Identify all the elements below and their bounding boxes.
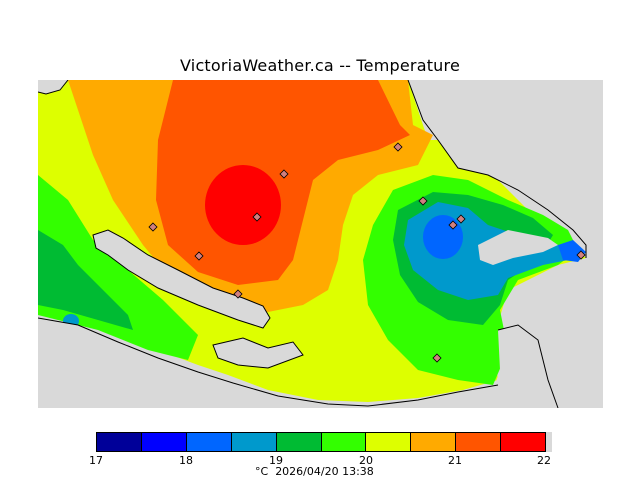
- coastline: [38, 80, 587, 408]
- legend-tick-18: 18: [179, 454, 193, 467]
- water-inlet-north: [38, 80, 68, 94]
- legend-shadow: [546, 432, 552, 452]
- legend-tick-17: 17: [89, 454, 103, 467]
- station-markers: [148, 142, 586, 363]
- page-title: VictoriaWeather.ca -- Temperature: [180, 56, 460, 75]
- legend-tick-19: 19: [269, 454, 283, 467]
- unit-label: °C: [255, 465, 269, 478]
- station-marker[interactable]: [279, 169, 289, 179]
- water-northeast: [408, 80, 603, 408]
- station-marker[interactable]: [393, 142, 403, 152]
- temperature-zone-22-core: [205, 165, 281, 245]
- legend-swatch: [501, 433, 546, 451]
- legend-swatch: [411, 433, 457, 451]
- station-marker[interactable]: [456, 214, 466, 224]
- station-marker[interactable]: [432, 353, 442, 363]
- legend-swatch: [231, 433, 277, 451]
- legend-swatch: [456, 433, 502, 451]
- water-inlet-west: [93, 230, 270, 328]
- temperature-zone-west-darkgreen: [38, 230, 133, 330]
- temperature-map: [38, 80, 603, 408]
- footer-timestamp: °C 2026/04/20 13:38: [255, 465, 374, 478]
- color-legend: [96, 432, 546, 452]
- legend-swatch: [97, 433, 142, 451]
- station-marker[interactable]: [194, 251, 204, 261]
- legend-tick-21: 21: [448, 454, 462, 467]
- station-marker[interactable]: [252, 212, 262, 222]
- legend-swatch: [366, 433, 412, 451]
- station-marker[interactable]: [448, 220, 458, 230]
- legend-tick-20: 20: [359, 454, 373, 467]
- station-marker[interactable]: [233, 289, 243, 299]
- legend-swatch: [186, 433, 232, 451]
- legend-swatch: [276, 433, 322, 451]
- station-marker[interactable]: [148, 222, 158, 232]
- water-southeast: [493, 325, 558, 408]
- station-marker[interactable]: [576, 250, 586, 260]
- legend-swatch: [321, 433, 367, 451]
- station-marker[interactable]: [418, 196, 428, 206]
- temperature-zone-east-blue: [423, 215, 463, 259]
- legend-swatch: [141, 433, 187, 451]
- water-south-sea: [38, 318, 508, 408]
- legend-tick-22: 22: [537, 454, 551, 467]
- water-east-bay: [478, 230, 558, 265]
- datetime-label: 2026/04/20 13:38: [275, 465, 374, 478]
